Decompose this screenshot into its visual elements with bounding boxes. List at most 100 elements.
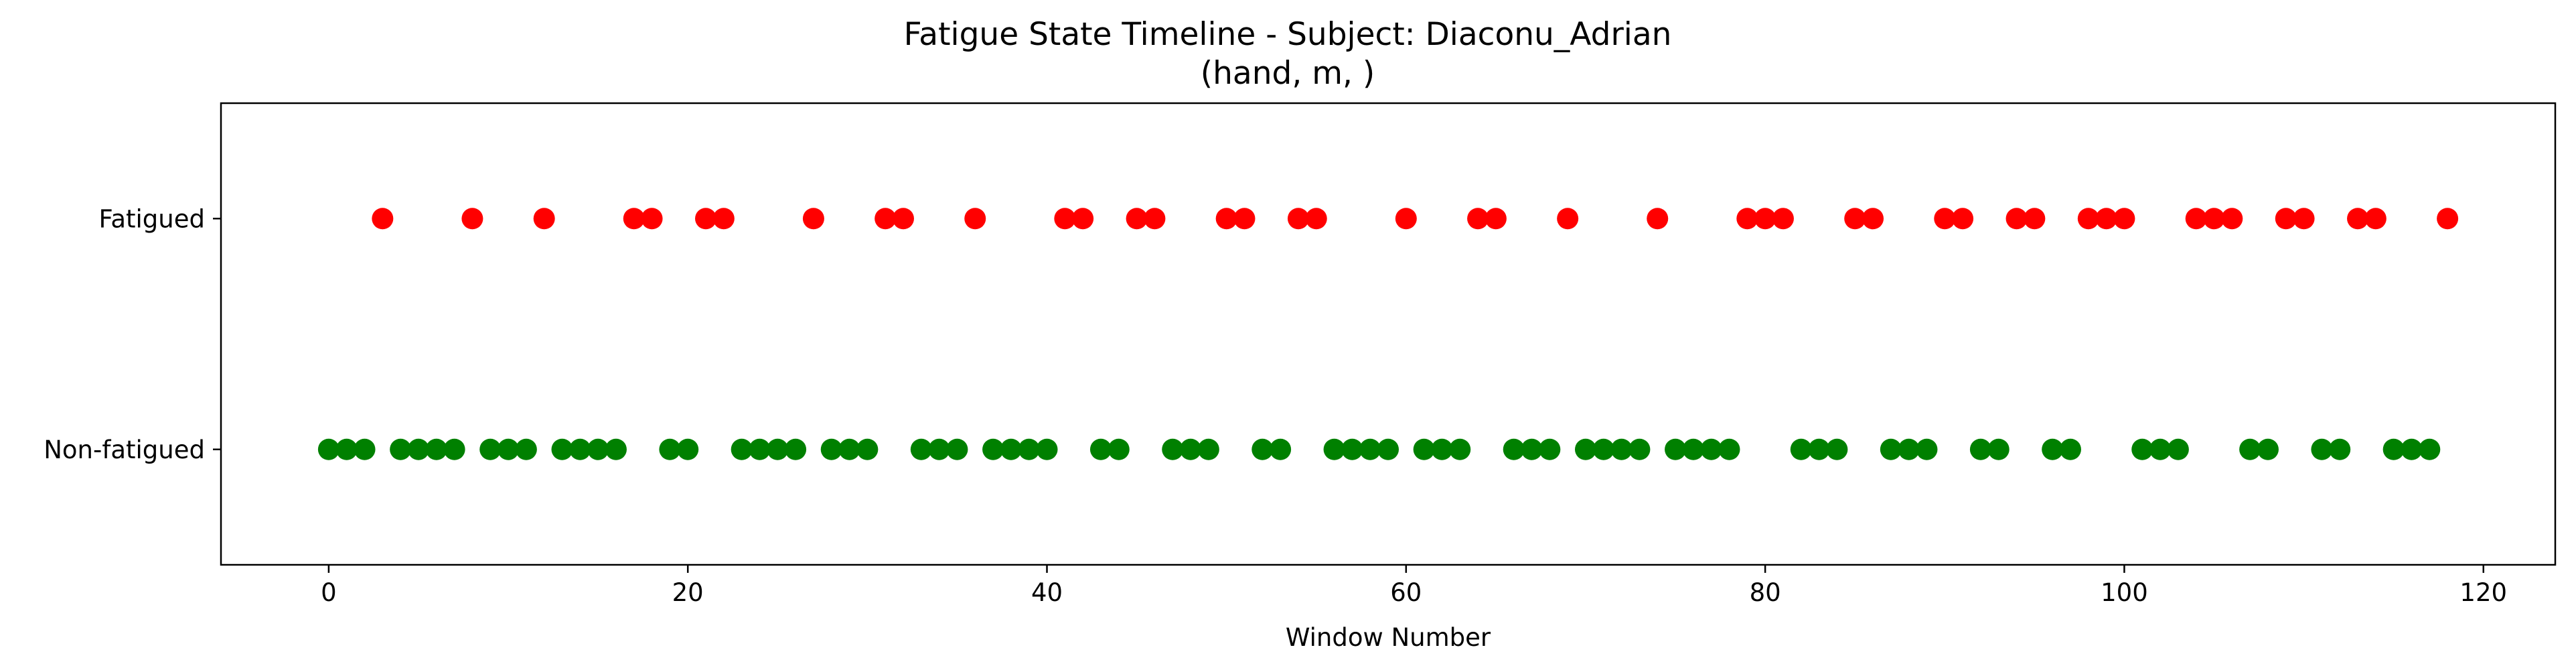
fatigued-point (1557, 208, 1579, 230)
fatigued-point (1754, 208, 1776, 230)
x-axis-ticks: 0 20 40 60 80 100 120 (321, 565, 2507, 607)
chart-subtitle: (hand, m, ) (1201, 55, 1375, 92)
non-fatigued-point (1808, 438, 1830, 460)
non-fatigued-point (982, 438, 1004, 460)
fatigued-point (2437, 208, 2459, 230)
non-fatigued-point (1323, 438, 1345, 460)
non-fatigued-point (1270, 438, 1292, 460)
non-fatigued-point (838, 438, 860, 460)
x-tick-label: 80 (1750, 578, 1781, 607)
non-fatigued-point (1790, 438, 1812, 460)
non-fatigued-point (551, 438, 573, 460)
non-fatigued-point (2311, 438, 2333, 460)
non-fatigued-point (1969, 438, 1991, 460)
non-fatigued-point (2257, 438, 2279, 460)
non-fatigued-point (354, 438, 376, 460)
x-tick-label: 60 (1390, 578, 1422, 607)
fatigued-point (1054, 208, 1076, 230)
x-tick-label: 40 (1031, 578, 1063, 607)
non-fatigued-point (515, 438, 537, 460)
non-fatigued-point (1574, 438, 1596, 460)
non-fatigued-point (767, 438, 789, 460)
non-fatigued-point (1089, 438, 1112, 460)
fatigued-point (1287, 208, 1309, 230)
non-fatigued-point (1682, 438, 1704, 460)
non-fatigued-point (1826, 438, 1848, 460)
non-fatigued-point (2419, 438, 2441, 460)
non-fatigued-point (1413, 438, 1435, 460)
non-fatigued-point (1610, 438, 1633, 460)
x-tick-label: 20 (672, 578, 704, 607)
fatigued-point (1952, 208, 1974, 230)
data-points (317, 208, 2459, 460)
non-fatigued-point (407, 438, 429, 460)
fatigued-point (1485, 208, 1507, 230)
non-fatigued-point (2042, 438, 2064, 460)
fatigued-point (2293, 208, 2315, 230)
fatigued-point (2005, 208, 2028, 230)
non-fatigued-point (910, 438, 932, 460)
fatigued-point (1395, 208, 1417, 230)
non-fatigued-point (425, 438, 447, 460)
non-fatigued-point (749, 438, 771, 460)
non-fatigued-point (569, 438, 591, 460)
non-fatigued-point (335, 438, 358, 460)
fatigued-point (461, 208, 483, 230)
non-fatigued-point (390, 438, 412, 460)
non-fatigued-point (2131, 438, 2153, 460)
fatigued-point (892, 208, 914, 230)
fatigued-point (712, 208, 735, 230)
non-fatigued-point (2167, 438, 2189, 460)
y-tick-label: Non-fatigued (44, 435, 205, 464)
non-fatigued-point (498, 438, 520, 460)
fatigued-point (1934, 208, 1956, 230)
non-fatigued-point (1162, 438, 1184, 460)
non-fatigued-point (1521, 438, 1543, 460)
non-fatigued-point (785, 438, 807, 460)
non-fatigued-point (2239, 438, 2261, 460)
y-tick-label: Fatigued (98, 204, 205, 233)
non-fatigued-point (1018, 438, 1040, 460)
fatigued-point (1772, 208, 1794, 230)
fatigued-point (802, 208, 824, 230)
fatigued-point (2221, 208, 2243, 230)
x-tick-label: 100 (2101, 578, 2148, 607)
fatigued-point (1647, 208, 1669, 230)
non-fatigued-point (605, 438, 627, 460)
fatigued-point (372, 208, 394, 230)
non-fatigued-point (928, 438, 950, 460)
fatigued-point (1144, 208, 1166, 230)
fatigued-point (2113, 208, 2135, 230)
non-fatigued-point (1197, 438, 1219, 460)
fatigued-point (1736, 208, 1758, 230)
fatigued-point (2364, 208, 2386, 230)
non-fatigued-point (1628, 438, 1651, 460)
non-fatigued-point (1987, 438, 2010, 460)
non-fatigued-point (1341, 438, 1363, 460)
non-fatigued-point (1252, 438, 1274, 460)
fatigued-point (2095, 208, 2117, 230)
fatigued-point (875, 208, 897, 230)
x-tick-label: 0 (321, 578, 337, 607)
fatigued-point (2347, 208, 2369, 230)
non-fatigued-point (1503, 438, 1525, 460)
non-fatigued-point (317, 438, 339, 460)
non-fatigued-point (2059, 438, 2081, 460)
fatigued-point (623, 208, 645, 230)
y-axis-ticks: Non-fatigued Fatigued (44, 204, 221, 464)
fatigued-point (1233, 208, 1256, 230)
non-fatigued-point (1539, 438, 1561, 460)
non-fatigued-point (1592, 438, 1614, 460)
non-fatigued-point (1449, 438, 1471, 460)
fatigued-point (1862, 208, 1884, 230)
fatigued-point (1467, 208, 1489, 230)
fatigued-point (533, 208, 555, 230)
fatigued-point (1072, 208, 1094, 230)
plot-frame (220, 102, 2557, 566)
x-axis-label: Window Number (1286, 623, 1491, 652)
fatigued-point (1126, 208, 1148, 230)
fatigued-point (1844, 208, 1866, 230)
non-fatigued-point (1916, 438, 1938, 460)
non-fatigued-point (820, 438, 842, 460)
